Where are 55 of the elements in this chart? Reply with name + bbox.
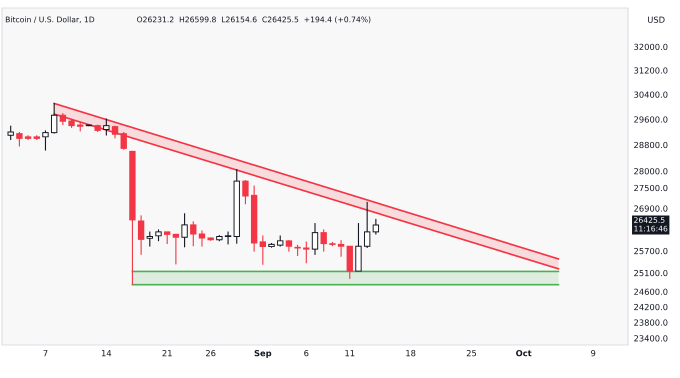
x-tick-label: 18 (406, 350, 416, 356)
candlestick (372, 218, 380, 236)
candlestick (286, 240, 292, 252)
candlestick (172, 233, 180, 265)
candlestick (260, 234, 266, 266)
y-tick-label: 28000.0 (634, 168, 668, 174)
x-tick-label: 7 (44, 350, 48, 356)
y-tick-label: 25100.0 (634, 270, 668, 276)
y-tick-label: 23400.0 (634, 335, 668, 342)
y-axis-title: USD (648, 16, 665, 23)
x-tick-label: Oct (516, 350, 532, 356)
candlestick (224, 230, 232, 245)
candlestick (68, 118, 75, 128)
candlestick (294, 244, 301, 257)
candlestick (155, 228, 162, 242)
candlestick (320, 228, 327, 252)
y-tick-label: 25700.0 (634, 248, 668, 254)
candlestick (312, 222, 318, 256)
candlestick (103, 118, 110, 136)
candlestick (198, 230, 206, 248)
x-tick-label: 9 (591, 350, 596, 356)
y-tick-label: 32000.0 (634, 44, 668, 50)
x-tick-label: 21 (162, 350, 172, 356)
candlestick (164, 230, 170, 245)
y-tick-label: 24600.0 (634, 288, 668, 295)
y-tick-label: 26900.0 (634, 205, 668, 212)
y-tick-label: 31200.0 (634, 67, 668, 74)
candlestick (16, 131, 23, 148)
candlestick (77, 122, 84, 132)
x-tick-label: Sep (254, 350, 272, 358)
x-tick-label: 11 (345, 350, 354, 356)
candlestick (138, 214, 144, 256)
y-tick-label: 24200.0 (634, 304, 668, 310)
candlestick (146, 230, 153, 248)
candlestick (120, 131, 127, 150)
candlestick (277, 234, 284, 248)
candlestick (8, 125, 14, 141)
candlestick (338, 240, 344, 258)
y-tick-label: 23800.0 (634, 319, 668, 326)
x-tick-label: 25 (466, 350, 476, 356)
y-tick-label: 30400.0 (634, 92, 668, 98)
candlestick (303, 240, 310, 264)
candlestick (190, 220, 196, 247)
candlestick (364, 201, 370, 249)
candlestick (50, 102, 58, 134)
x-tick-label: 14 (102, 350, 112, 356)
y-tick-label: 27500.0 (634, 184, 668, 192)
candlestick (181, 212, 188, 248)
y-tick-label: 29600.0 (634, 116, 668, 123)
candlestick (112, 125, 118, 139)
y-tick-label: 28800.0 (634, 142, 668, 148)
x-tick-label: 26 (206, 350, 216, 356)
x-tick-label: 6 (304, 350, 308, 356)
candlestick (242, 180, 249, 205)
candlestick (42, 130, 49, 152)
